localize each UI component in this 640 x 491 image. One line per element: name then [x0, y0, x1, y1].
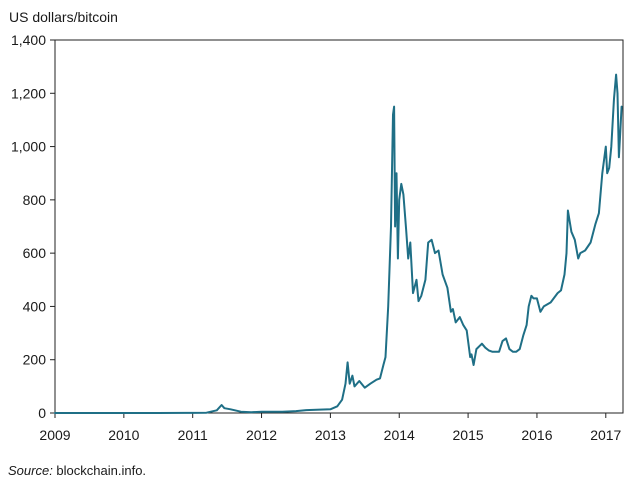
x-axis: 2009 2010 2011 2012 2013 2014 2015 2016 2017 — [39, 413, 622, 443]
x-tick-label: 2010 — [108, 427, 139, 443]
x-tick-label: 2009 — [39, 427, 70, 443]
y-tick-label: 1,400 — [11, 32, 46, 48]
plot-frame — [54, 39, 624, 414]
y-tick-label: 0 — [38, 405, 46, 421]
x-tick-label: 2012 — [246, 427, 277, 443]
x-tick-label: 2017 — [590, 427, 621, 443]
y-tick-label: 800 — [23, 192, 47, 208]
source-label: Source: — [8, 463, 53, 478]
x-tick-label: 2016 — [521, 427, 552, 443]
source-text: blockchain.info. — [52, 463, 147, 478]
x-tick-label: 2015 — [453, 427, 484, 443]
price-series-line — [54, 73, 623, 414]
x-tick-label: 2014 — [384, 427, 415, 443]
y-tick-label: 400 — [23, 298, 47, 314]
source-note: Source: blockchain.info. — [8, 463, 146, 478]
x-tick-label: 2011 — [178, 427, 208, 443]
y-tick-label: 200 — [23, 352, 47, 368]
y-tick-label: 1,000 — [11, 139, 46, 155]
y-axis: 0 200 400 600 800 1,000 1,200 1,400 — [11, 32, 55, 421]
y-axis-label: US dollars/bitcoin — [9, 9, 118, 25]
y-tick-label: 600 — [23, 245, 47, 261]
y-tick-label: 1,200 — [11, 85, 46, 101]
x-tick-label: 2013 — [315, 427, 346, 443]
